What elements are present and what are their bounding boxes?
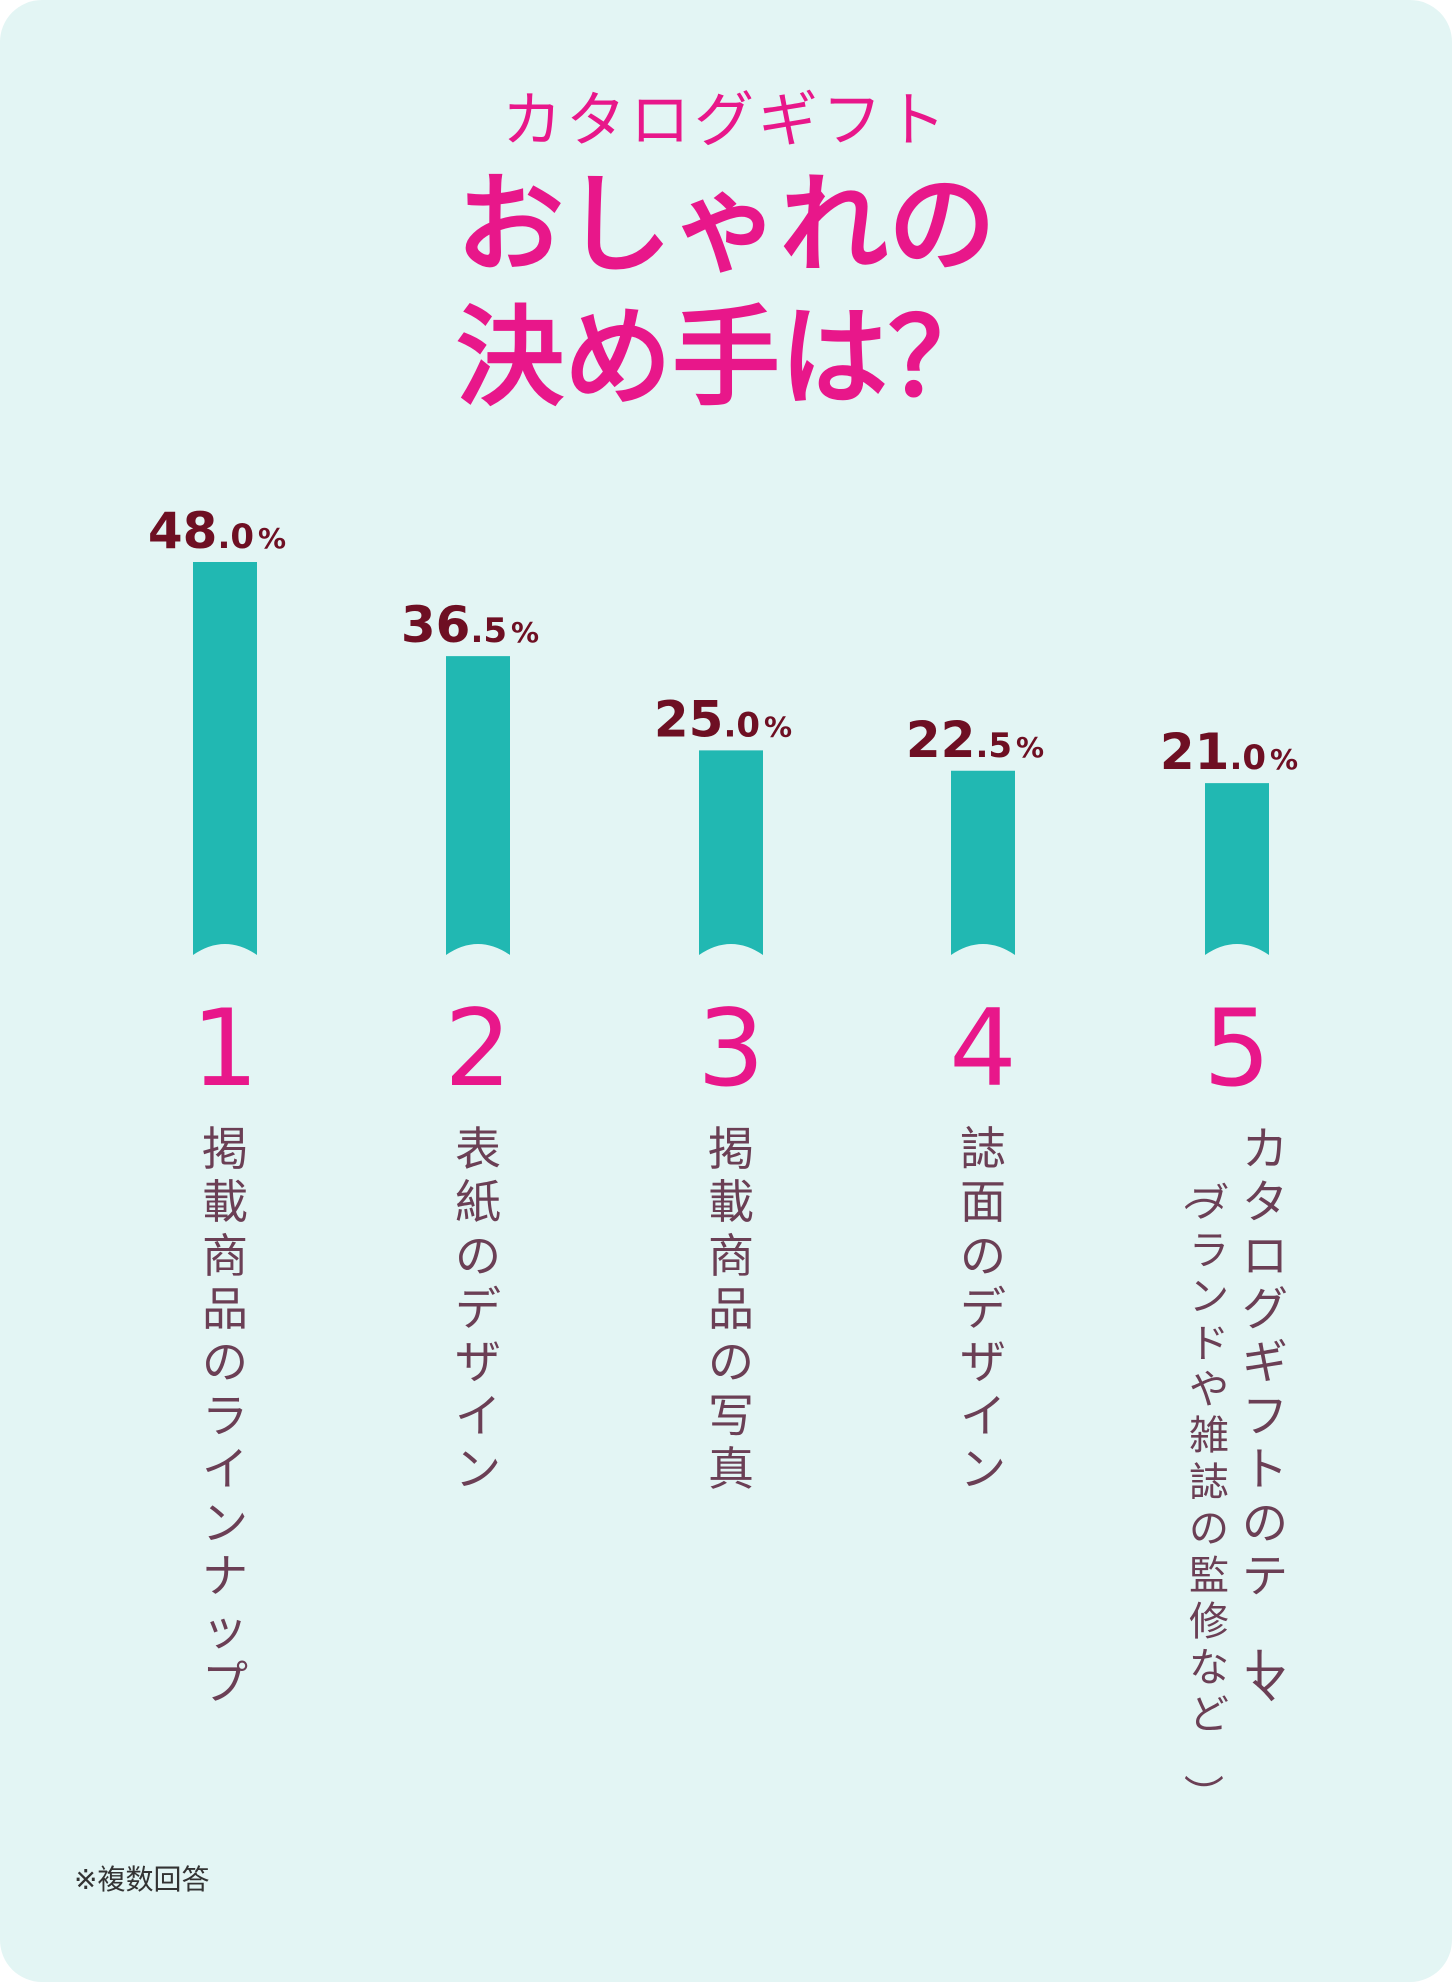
category-label-5-sub: （ブランドや雑誌の監修など） — [1179, 1171, 1229, 1814]
category-label-3: 掲載商品の写真 — [708, 1122, 754, 1496]
bar-4 — [951, 770, 1015, 955]
value-label-1: 48.0% — [148, 502, 286, 560]
value-label-5: 21.0% — [1160, 723, 1298, 781]
category-label-1: 掲載商品のラインナップ — [202, 1122, 248, 1710]
bar-1 — [193, 562, 257, 955]
title-line-2: おしゃれの — [455, 163, 996, 288]
rank-5: 5 — [1203, 987, 1270, 1110]
bar-5 — [1205, 783, 1269, 955]
category-label-4: 誌面のデザイン — [960, 1122, 1006, 1496]
value-label-4: 22.5% — [906, 711, 1044, 769]
category-label-2: 表紙のデザイン — [455, 1122, 501, 1496]
rank-4: 4 — [949, 987, 1016, 1110]
bar-2 — [446, 656, 510, 955]
category-label-5: カタログギフトのテーマ — [1231, 1122, 1288, 1710]
rank-3: 3 — [697, 987, 764, 1110]
value-label-3: 25.0% — [654, 690, 792, 748]
title-line-3: 決め手は？ — [455, 296, 996, 421]
rank-2: 2 — [444, 987, 511, 1110]
footnote: ※複数回答 — [74, 1863, 210, 1896]
rank-1: 1 — [191, 987, 258, 1110]
title-line-1: カタログギフト — [502, 86, 950, 156]
bar-3 — [699, 750, 763, 955]
value-label-2: 36.5% — [401, 596, 539, 654]
